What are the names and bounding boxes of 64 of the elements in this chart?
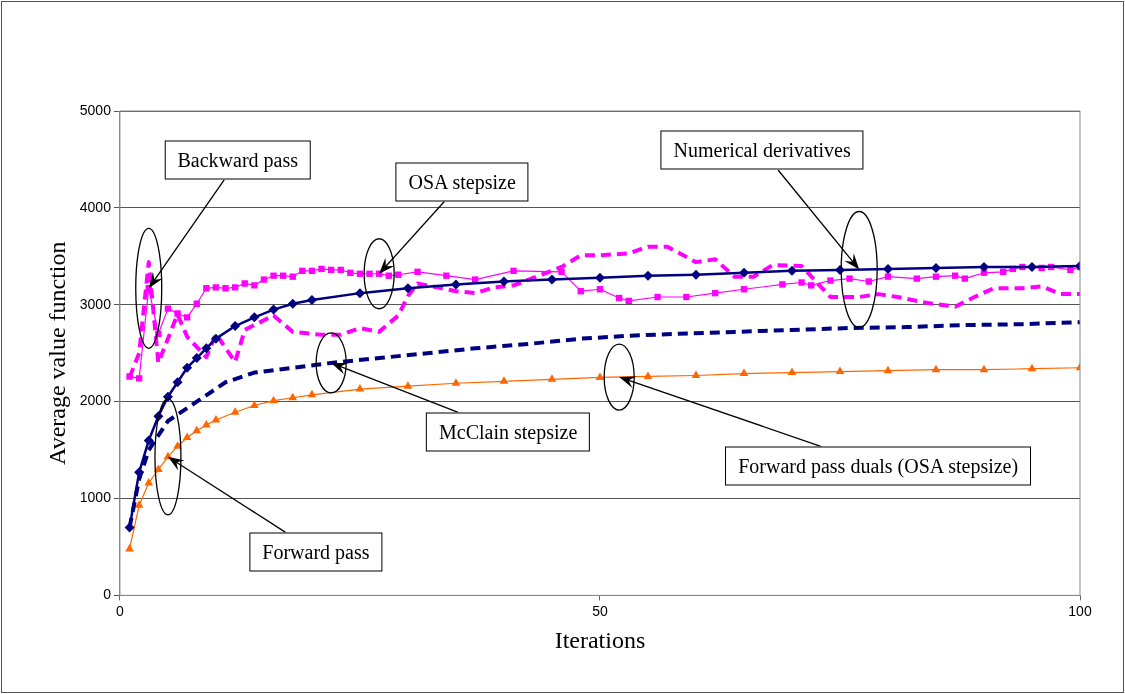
point	[182, 432, 192, 440]
point	[835, 366, 845, 375]
point	[307, 389, 317, 398]
point	[787, 367, 797, 376]
annotation: McClain stepsize	[426, 412, 591, 452]
point	[403, 381, 413, 389]
annotation: Forward pass	[249, 532, 383, 572]
point	[230, 407, 240, 415]
y-tick-label: 4000	[79, 198, 112, 215]
point	[643, 371, 653, 379]
point	[143, 435, 154, 446]
point	[211, 415, 221, 423]
point	[1027, 261, 1037, 272]
point	[202, 419, 211, 428]
point	[451, 378, 461, 386]
annotation: Backward pass	[164, 140, 311, 180]
point	[1027, 363, 1037, 372]
point	[144, 478, 154, 486]
point	[125, 543, 134, 552]
x-tick-label: 0	[116, 602, 125, 619]
point	[172, 377, 183, 388]
point	[210, 333, 221, 344]
point	[201, 343, 212, 354]
point	[355, 384, 365, 392]
point	[154, 464, 163, 472]
point	[288, 392, 298, 401]
point	[230, 321, 241, 332]
point	[499, 376, 509, 384]
point	[547, 374, 557, 382]
point	[269, 395, 278, 404]
point	[191, 353, 202, 364]
annotation: Forward pass duals (OSA stepsize)	[725, 446, 1032, 486]
y-tick-label: 2000	[79, 392, 112, 409]
point	[595, 372, 605, 380]
point	[883, 365, 893, 374]
point	[402, 283, 413, 294]
point	[306, 294, 317, 305]
annotation: OSA stepsize	[395, 162, 529, 202]
point	[134, 500, 144, 508]
y-tick-label: 1000	[79, 489, 112, 506]
point	[546, 274, 557, 285]
y-tick-label: 5000	[79, 101, 112, 118]
point	[249, 312, 260, 323]
point	[354, 288, 365, 299]
point	[498, 276, 509, 287]
x-tick-label: 100	[1068, 602, 1092, 619]
point	[182, 362, 193, 373]
point	[450, 279, 461, 290]
x-tick-label: 50	[592, 602, 608, 619]
point	[173, 441, 182, 449]
point	[691, 370, 701, 378]
point	[739, 368, 749, 377]
y-tick-label: 0	[103, 586, 112, 603]
point	[931, 364, 941, 373]
point	[979, 364, 989, 373]
x-axis-title: Iterations	[554, 626, 646, 653]
annotation: Numerical derivatives	[660, 130, 864, 170]
point	[192, 425, 202, 434]
point	[124, 522, 135, 533]
y-tick-label: 3000	[79, 295, 112, 312]
point	[268, 304, 279, 315]
point	[287, 298, 298, 309]
point	[250, 400, 259, 409]
y-axis-title: Average value function	[43, 241, 70, 465]
